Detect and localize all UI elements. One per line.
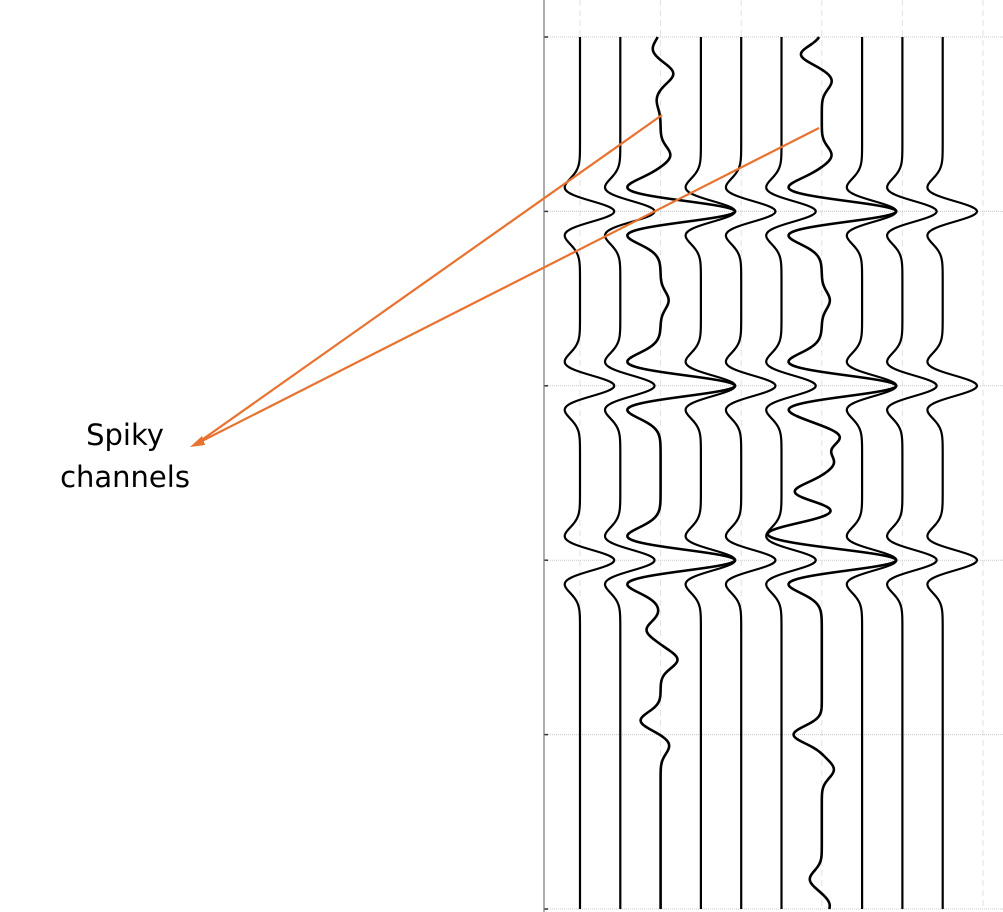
trace-8 xyxy=(845,36,898,910)
trace-1 xyxy=(563,36,616,910)
trace-10 xyxy=(926,36,979,910)
arrowhead-icon xyxy=(190,436,205,447)
trace-5 xyxy=(724,36,777,910)
trace-9 xyxy=(886,36,938,910)
annotation-arrow-line-7 xyxy=(195,127,820,445)
annotation-line-2: channels xyxy=(60,460,190,494)
annotation-arrow-line-3 xyxy=(195,114,663,445)
trace-7 xyxy=(766,36,898,910)
trace-3 xyxy=(626,36,737,910)
annotation-line-1: Spiky xyxy=(86,418,164,452)
annotation-label: Spiky channels xyxy=(40,414,210,498)
trace-4 xyxy=(684,36,737,910)
trace-6 xyxy=(765,36,817,910)
trace-2 xyxy=(603,36,656,910)
